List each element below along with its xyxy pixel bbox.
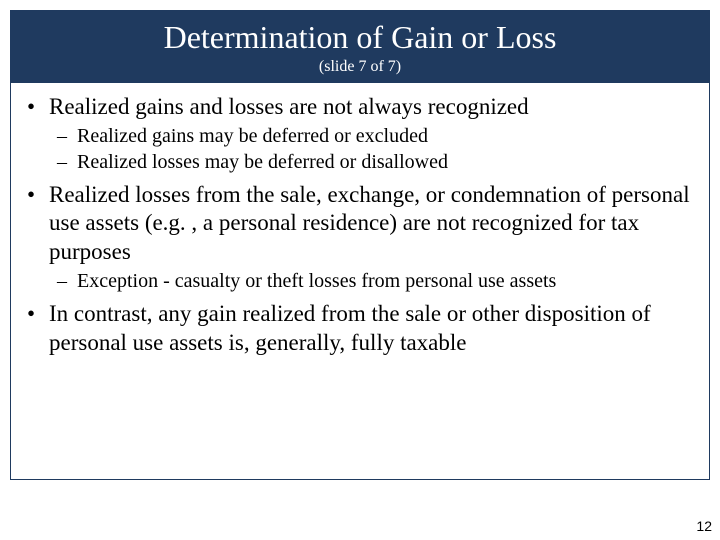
slide-title: Determination of Gain or Loss <box>21 19 699 56</box>
bullet-text: Realized losses may be deferred or disal… <box>77 151 448 173</box>
bullet-text: Realized losses from the sale, exchange,… <box>49 182 690 265</box>
bullet-text: Realized gains and losses are not always… <box>49 94 529 119</box>
list-item: Realized losses from the sale, exchange,… <box>49 181 701 294</box>
list-item: Realized gains and losses are not always… <box>49 93 701 175</box>
sub-bullet-list: Realized gains may be deferred or exclud… <box>49 124 701 175</box>
bullet-text: Exception - casualty or theft losses fro… <box>77 270 556 292</box>
slide-subtitle: (slide 7 of 7) <box>21 58 699 76</box>
list-item: Realized gains may be deferred or exclud… <box>77 124 701 149</box>
list-item: Exception - casualty or theft losses fro… <box>77 269 701 294</box>
bullet-text: Realized gains may be deferred or exclud… <box>77 125 428 147</box>
bullet-text: In contrast, any gain realized from the … <box>49 301 651 355</box>
title-block: Determination of Gain or Loss (slide 7 o… <box>11 11 709 83</box>
slide-frame: Determination of Gain or Loss (slide 7 o… <box>10 10 710 480</box>
sub-bullet-list: Exception - casualty or theft losses fro… <box>49 269 701 294</box>
list-item: Realized losses may be deferred or disal… <box>77 150 701 175</box>
bullet-list: Realized gains and losses are not always… <box>19 93 701 358</box>
page-number: 12 <box>696 518 712 534</box>
slide-content: Realized gains and losses are not always… <box>11 83 709 372</box>
list-item: In contrast, any gain realized from the … <box>49 300 701 358</box>
